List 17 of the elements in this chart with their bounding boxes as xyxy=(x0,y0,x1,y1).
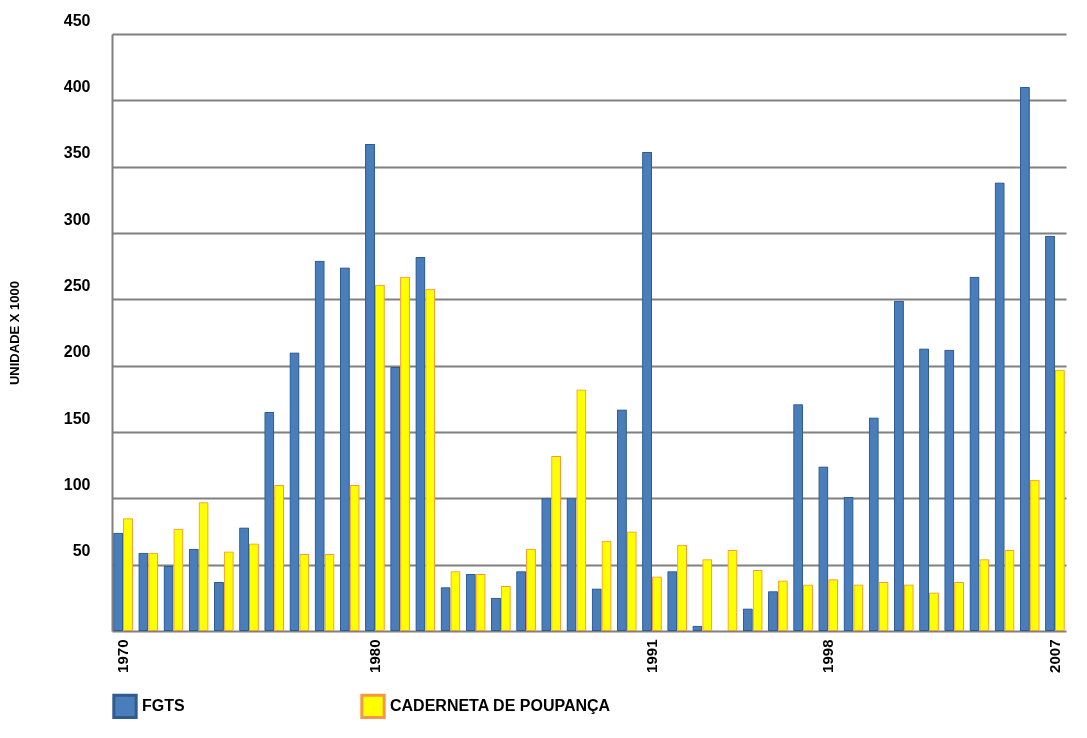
x-tick-label: 1970 xyxy=(114,639,132,673)
x-tick-label: 2007 xyxy=(1045,639,1063,673)
legend-label: FGTS xyxy=(142,697,185,715)
y-tick-label: 400 xyxy=(63,77,91,95)
y-tick-label: 100 xyxy=(63,475,91,493)
y-tick-label: 150 xyxy=(63,409,91,427)
y-tick-label: 50 xyxy=(72,542,91,560)
y-axis-title: UNIDADE X 1000 xyxy=(6,280,22,386)
legend-label: CADERNETA DE POUPANÇA xyxy=(390,697,611,715)
x-tick-label: 1991 xyxy=(642,639,660,673)
y-tick-label: 200 xyxy=(63,343,91,361)
y-tick-label: 250 xyxy=(63,276,91,294)
y-tick-label: 300 xyxy=(63,210,91,228)
y-tick-label: 350 xyxy=(63,144,91,162)
y-tick-label: 450 xyxy=(63,11,91,29)
x-tick-label: 1998 xyxy=(819,639,837,673)
x-tick-label: 1980 xyxy=(365,639,383,673)
